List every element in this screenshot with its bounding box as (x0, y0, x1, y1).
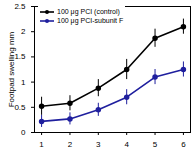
svg-text:1.5: 1.5 (14, 52, 26, 62)
svg-text:0.5: 0.5 (14, 102, 26, 112)
html-text:100 μg PCI (control): 100 μg PCI (control) (57, 8, 120, 15)
svg-text:5: 5 (153, 140, 158, 149)
svg-text:0: 0 (21, 128, 26, 137)
html-text:100 μg PCI-subunit F: 100 μg PCI-subunit F (57, 17, 124, 24)
svg-text:2: 2 (21, 27, 26, 36)
svg-text:1: 1 (39, 140, 44, 149)
svg-text:4: 4 (124, 140, 129, 149)
svg-text:2: 2 (68, 140, 73, 149)
svg-text:3: 3 (96, 140, 101, 149)
svg-text:6: 6 (181, 140, 186, 149)
svg-text:1: 1 (21, 78, 26, 87)
svg-text:Footpad swelling mm: Footpad swelling mm (7, 31, 16, 107)
svg-text:2.5: 2.5 (14, 2, 26, 11)
